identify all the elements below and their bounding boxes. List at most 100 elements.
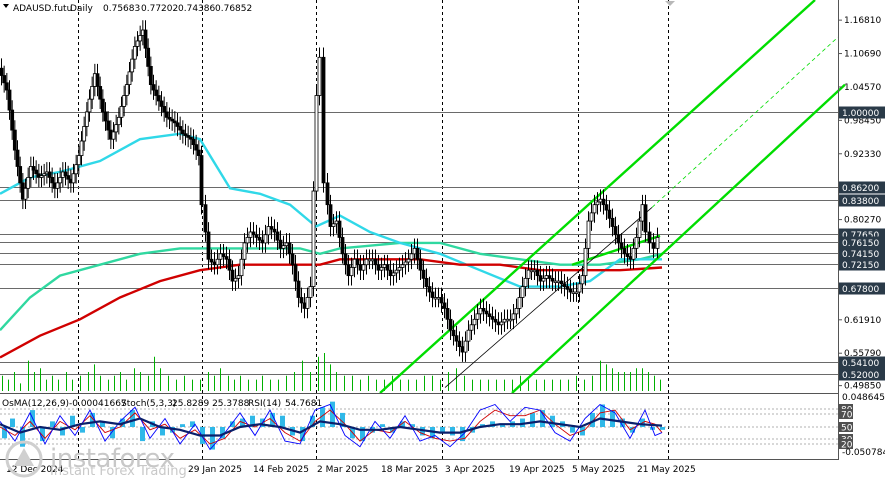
candle-body [454, 335, 459, 342]
vertical-grid [78, 0, 669, 460]
candle-body [82, 126, 87, 142]
level-tag [839, 368, 885, 381]
osma-bar [400, 421, 405, 427]
candle-body [430, 291, 435, 298]
candle-body [12, 129, 17, 151]
candle-body [532, 269, 537, 273]
candle-body [505, 318, 510, 322]
shift-marker-icon[interactable] [665, 1, 675, 6]
candle-body [604, 204, 609, 211]
candle-body [448, 318, 453, 331]
candle-body [647, 231, 652, 244]
stoch-signal-line [0, 409, 663, 445]
candle-body [586, 220, 591, 249]
sub-axis-top: 0.048645 [842, 393, 885, 403]
osma-bar [80, 427, 85, 433]
time-tick-label: 18 Mar 2025 [381, 465, 438, 475]
candle-body [260, 239, 265, 244]
candle-body [403, 261, 408, 266]
candle-body [172, 120, 177, 124]
level-tag [839, 356, 885, 369]
time-tick-label: 21 May 2025 [637, 465, 696, 475]
candle-body [58, 176, 63, 184]
level-tag [839, 236, 885, 249]
candle-body [370, 258, 375, 262]
high-value: 0.77202 [141, 4, 178, 14]
candle-body [484, 310, 489, 315]
osma-bar [410, 424, 415, 427]
price-tick-label: 1.16810 [844, 16, 881, 26]
candle-body [595, 201, 600, 206]
candle-body [305, 297, 310, 309]
level-tag-label: 0.83800 [842, 197, 879, 207]
candle-body [159, 100, 164, 107]
candle-body [457, 340, 462, 348]
level-tag-label: 0.54100 [842, 359, 879, 369]
osma-bar [660, 427, 665, 430]
candle-body [613, 226, 618, 236]
candle-body [230, 269, 235, 282]
candle-body [239, 258, 244, 277]
candle-body [352, 258, 357, 268]
candle-body [76, 155, 81, 166]
candle-body [311, 190, 316, 287]
osma-bar [320, 407, 325, 427]
candle-body [178, 126, 183, 131]
osma-bar [360, 427, 365, 442]
candle-body [302, 302, 307, 309]
candle-body [520, 286, 525, 298]
osma-bar [190, 421, 195, 427]
osma-bar [280, 415, 285, 427]
osma-bar [230, 421, 235, 427]
candle-body [124, 84, 129, 96]
price-series [0, 20, 660, 362]
osma-bar [450, 427, 455, 436]
candle-body [559, 280, 564, 285]
candle-body [183, 133, 188, 136]
candle-body [296, 280, 301, 298]
candle-body [331, 223, 336, 227]
candle-body [10, 109, 15, 131]
candle-body [95, 73, 100, 87]
candle-body [248, 231, 253, 238]
candle-body [164, 111, 169, 118]
level-tag [839, 258, 885, 271]
candle-body [191, 138, 196, 146]
collapse-arrow-icon[interactable] [3, 4, 9, 8]
close-value: 0.76852 [215, 4, 252, 14]
candle-body [427, 286, 432, 293]
time-tick-label: 14 Feb 2025 [253, 465, 309, 475]
candle-body [156, 95, 161, 102]
level-tag-label: 0.77650 [842, 231, 879, 241]
candle-body [541, 277, 546, 282]
symbol-label: ADAUSD.futu [13, 4, 72, 14]
candle-body [376, 264, 381, 271]
candle-body [616, 234, 621, 244]
candle-body [47, 171, 52, 178]
osma-bar [600, 404, 605, 427]
osma-bar [590, 412, 595, 427]
candle-body [547, 275, 552, 279]
candle-body [28, 166, 33, 178]
candle-body [212, 261, 217, 266]
volume-bars [2, 353, 661, 391]
candle-body [508, 318, 513, 322]
candle-body [460, 346, 465, 353]
candle-body [245, 237, 250, 244]
candle-body [619, 242, 624, 249]
level-tag-label: 1.00000 [842, 109, 879, 119]
osma-bar [330, 401, 335, 427]
indicator-panel: 8070503020 [0, 401, 853, 451]
candle-body [598, 198, 603, 203]
candle-body [154, 89, 159, 96]
candle-body [490, 316, 495, 320]
candle-body [18, 166, 23, 184]
candle-body [188, 136, 193, 140]
candle-body [538, 275, 543, 282]
candle-body [143, 29, 148, 49]
candle-body [349, 267, 354, 277]
candle-body [334, 220, 339, 225]
candle-body [475, 313, 480, 320]
candle-body [314, 95, 319, 192]
